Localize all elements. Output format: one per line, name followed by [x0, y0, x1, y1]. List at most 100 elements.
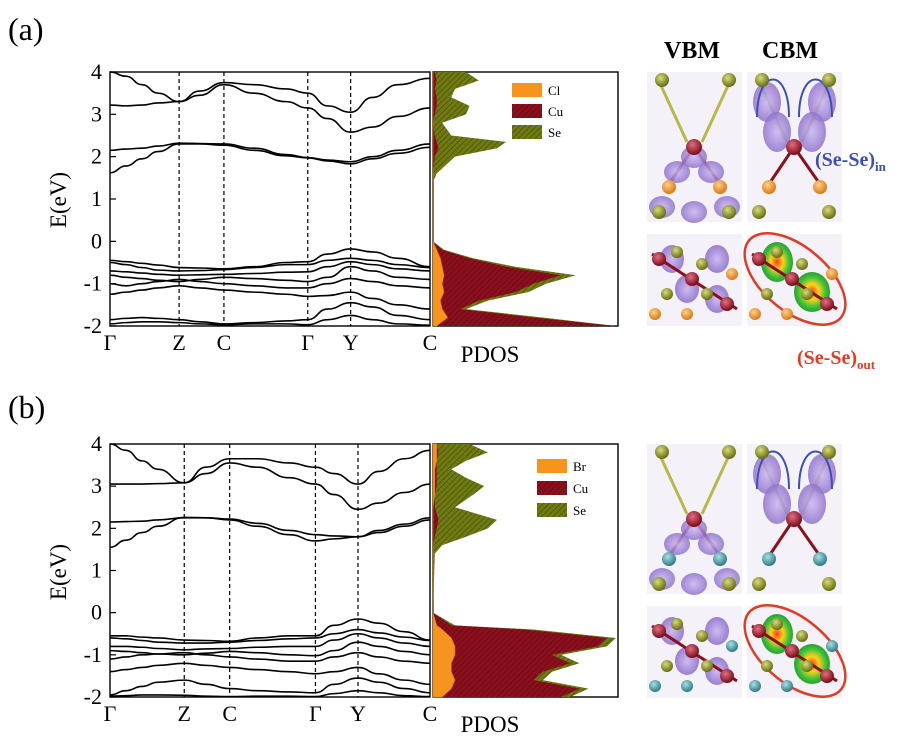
panel-a-ylabel: E(eV)	[46, 172, 71, 228]
se-atom	[752, 577, 766, 591]
band-line	[109, 314, 431, 326]
se-atom	[701, 288, 713, 300]
orbital-lobe	[763, 112, 791, 152]
orbital-lobe	[761, 242, 793, 282]
halide-atom	[713, 180, 727, 194]
se-atom	[752, 205, 766, 219]
y-tick-label: 1	[91, 558, 102, 583]
se-atom	[722, 73, 736, 87]
pdos-area-cl	[432, 72, 449, 327]
legend-swatch-halide	[512, 83, 542, 97]
se-atom	[801, 288, 813, 300]
halide-atom	[662, 552, 676, 566]
annotation-se-se-out-sub: out	[857, 357, 876, 372]
cu-atom	[652, 624, 666, 638]
se-atom	[655, 445, 669, 459]
band-line	[109, 257, 431, 272]
orbital-lobe	[664, 161, 690, 183]
panel-a-pdos-label: PDOS	[461, 342, 520, 367]
band-line	[109, 641, 431, 657]
orbital-lobe	[705, 617, 729, 645]
orbital-lobe	[705, 245, 729, 273]
band-line	[109, 651, 431, 665]
se-atom	[696, 258, 708, 270]
halide-atom	[713, 552, 727, 566]
band-line	[109, 142, 431, 163]
cu-atom	[685, 644, 699, 658]
cu-atom	[720, 669, 734, 683]
halide-atom	[813, 552, 827, 566]
se-atom	[652, 205, 666, 219]
se-atom	[661, 288, 673, 300]
orbital-lobe	[798, 484, 826, 524]
se-atom	[755, 445, 769, 459]
kpoint-label: Y	[343, 330, 359, 355]
se-atom	[771, 246, 783, 258]
panel-b-band-structure: -2 -1 0 1 2 3 4 Γ Z C Γ Y C	[84, 431, 438, 726]
se-atom	[801, 660, 813, 672]
se-atom	[671, 618, 683, 630]
legend-label-se: Se	[573, 503, 586, 518]
halide-atom	[781, 308, 793, 320]
legend-swatch-se	[512, 125, 542, 139]
kpoint-label: Γ	[104, 330, 117, 355]
legend-label-cu: Cu	[573, 481, 589, 496]
orbital-lobe	[798, 112, 826, 152]
legend-swatch-cu	[537, 481, 567, 495]
cu-atom	[752, 624, 766, 638]
cu-atom	[820, 669, 834, 683]
orbital-lobe	[761, 614, 793, 654]
y-tick-label: 2	[91, 144, 102, 169]
y-tick-label: 1	[91, 186, 102, 211]
se-atom	[671, 246, 683, 258]
band-line	[109, 248, 431, 270]
se-atom	[761, 288, 773, 300]
panel-b-pdos-label: PDOS	[461, 712, 520, 736]
legend-label-br: Br	[573, 459, 587, 474]
bond	[765, 518, 796, 560]
se-atom	[755, 73, 769, 87]
halide-atom	[649, 680, 661, 692]
y-tick-label: 4	[91, 59, 102, 84]
y-tick-label: -2	[84, 684, 102, 709]
cbm-header: CBM	[762, 38, 818, 64]
panel-a-label: (a)	[8, 11, 44, 47]
annotation-se-se-in-sub: in	[875, 159, 887, 174]
kpoint-label: C	[217, 330, 232, 355]
halide-atom	[781, 680, 793, 692]
cu-atom	[686, 139, 702, 155]
legend-swatch-halide	[537, 459, 567, 473]
bond	[765, 146, 796, 188]
cu-atom	[685, 272, 699, 286]
cu-atom	[785, 272, 799, 286]
panel-b-label: (b)	[8, 389, 45, 425]
halide-atom	[762, 552, 776, 566]
panel-b-isosurfaces	[647, 444, 847, 698]
band-line	[110, 462, 431, 511]
y-tick-label: -1	[84, 642, 102, 667]
orbital-lobe	[681, 573, 707, 595]
kpoint-label: C	[423, 701, 438, 726]
se-atom	[652, 577, 666, 591]
y-tick-label: -1	[84, 271, 102, 296]
legend-label-se: Se	[548, 125, 561, 140]
cu-atom	[786, 511, 802, 527]
orbital-outline	[743, 604, 847, 698]
y-tick-label: 4	[91, 431, 102, 456]
bond	[700, 76, 734, 143]
orbital-lobe	[664, 533, 690, 555]
se-atom	[822, 205, 836, 219]
kpoint-label: C	[423, 330, 438, 355]
band-line	[109, 301, 431, 325]
orbital-outline	[743, 232, 847, 326]
y-tick-label: 3	[91, 473, 102, 498]
cu-atom	[686, 511, 702, 527]
cu-atom	[786, 139, 802, 155]
pdos-area-cu	[433, 444, 607, 697]
band-line	[109, 628, 431, 644]
halide-atom	[813, 180, 827, 194]
se-atom	[761, 660, 773, 672]
band-line	[109, 677, 431, 696]
band-line	[109, 143, 431, 174]
